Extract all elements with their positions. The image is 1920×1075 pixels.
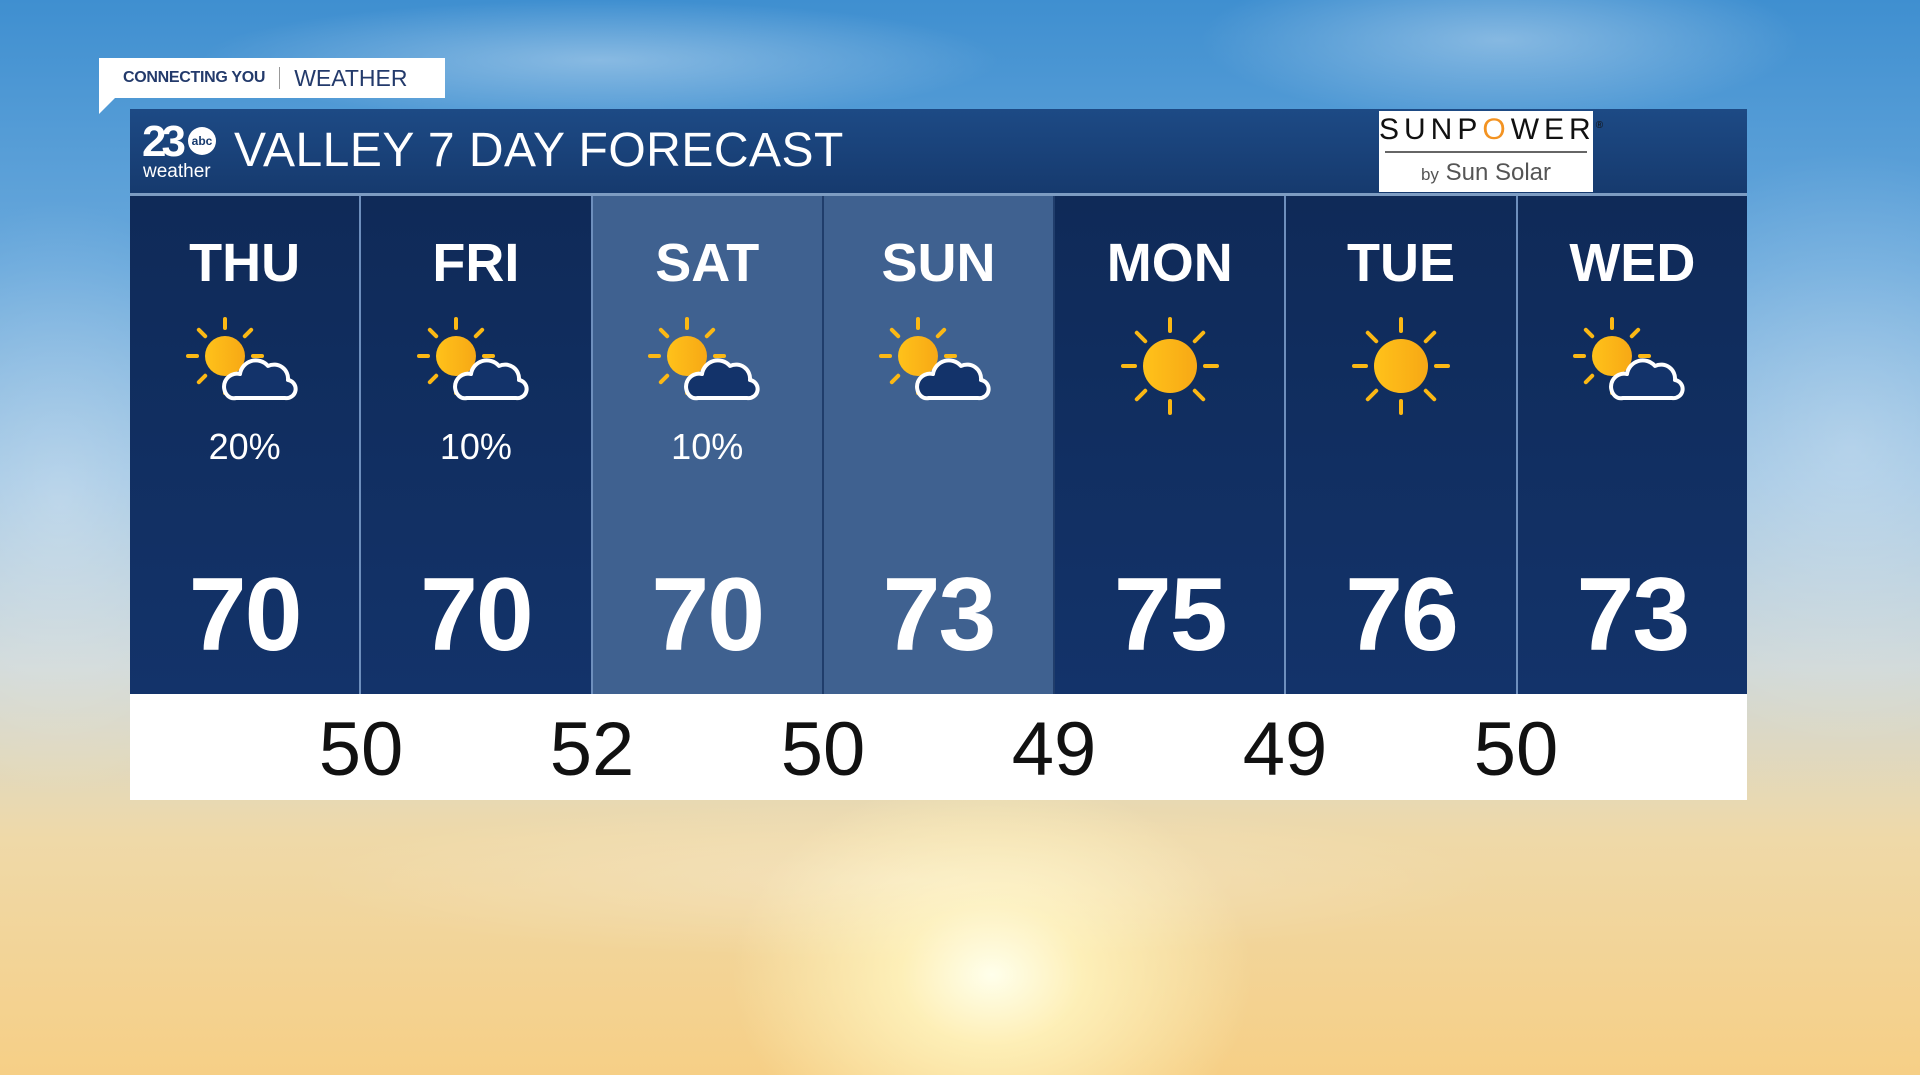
day-label: SAT bbox=[655, 233, 760, 293]
forecast-header: 23 abc weather VALLEY 7 DAY FORECAST SUN… bbox=[130, 109, 1747, 196]
partly-sunny-icon bbox=[1567, 316, 1697, 426]
partly-sunny-icon bbox=[642, 316, 772, 426]
low-temps-row: 50 52 50 49 49 50 bbox=[130, 694, 1747, 800]
low-temp: 50 bbox=[318, 707, 404, 792]
day-label: WED bbox=[1569, 233, 1696, 293]
day-column-mon: MON 75 bbox=[1055, 196, 1287, 694]
partly-sunny-icon bbox=[873, 316, 1003, 426]
high-temp: 76 bbox=[1345, 557, 1459, 673]
forecast-days: THU 20% 70 FRI 10% 70 SAT 10% 70 SUN 73 MON … bbox=[130, 196, 1747, 694]
page-title: VALLEY 7 DAY FORECAST bbox=[234, 124, 844, 177]
callout-section: WEATHER bbox=[294, 64, 408, 91]
divider bbox=[1385, 151, 1587, 153]
sponsor-name: SUNPOWER® bbox=[1379, 113, 1604, 146]
day-column-fri: FRI 10% 70 bbox=[361, 196, 593, 694]
sponsor-logo: SUNPOWER® by Sun Solar bbox=[1379, 111, 1604, 192]
day-column-sun: SUN 73 bbox=[823, 196, 1056, 694]
day-column-tue: TUE 76 bbox=[1286, 196, 1518, 694]
logo-number: 23 bbox=[142, 117, 186, 166]
logo-sub: weather bbox=[143, 161, 211, 182]
logo-network: abc bbox=[188, 127, 216, 155]
low-temp: 49 bbox=[1011, 707, 1097, 792]
high-temp: 70 bbox=[651, 557, 765, 673]
day-column-wed: WED 73 bbox=[1517, 196, 1747, 694]
day-label: TUE bbox=[1347, 233, 1456, 293]
precip-chance: 10% bbox=[439, 426, 512, 467]
divider bbox=[279, 67, 281, 89]
sunny-icon bbox=[1336, 316, 1466, 426]
low-temp: 49 bbox=[1242, 707, 1328, 792]
low-temp: 52 bbox=[549, 707, 635, 792]
sunny-icon bbox=[1105, 316, 1235, 426]
brand-callout: CONNECTING YOU WEATHER bbox=[99, 58, 445, 114]
low-temp: 50 bbox=[780, 707, 866, 792]
low-temp: 50 bbox=[1473, 707, 1559, 792]
precip-chance: 10% bbox=[671, 426, 744, 467]
day-column-thu: THU 20% 70 bbox=[130, 196, 362, 694]
day-label: SUN bbox=[881, 233, 996, 293]
day-column-sat: SAT 10% 70 bbox=[592, 196, 824, 694]
callout-tagline: CONNECTING YOU bbox=[123, 69, 266, 86]
partly-sunny-icon bbox=[180, 316, 310, 426]
high-temp: 73 bbox=[882, 557, 997, 673]
partly-sunny-icon bbox=[411, 316, 541, 426]
high-temp: 70 bbox=[188, 557, 303, 673]
station-logo: 23 abc weather bbox=[142, 117, 230, 183]
day-label: THU bbox=[189, 233, 301, 293]
high-temp: 70 bbox=[420, 557, 534, 673]
precip-chance: 20% bbox=[208, 426, 281, 467]
sponsor-sub: by Sun Solar bbox=[1420, 159, 1552, 186]
high-temp: 75 bbox=[1113, 557, 1228, 673]
day-label: FRI bbox=[432, 233, 520, 293]
high-temp: 73 bbox=[1576, 557, 1690, 673]
day-label: MON bbox=[1106, 233, 1233, 293]
